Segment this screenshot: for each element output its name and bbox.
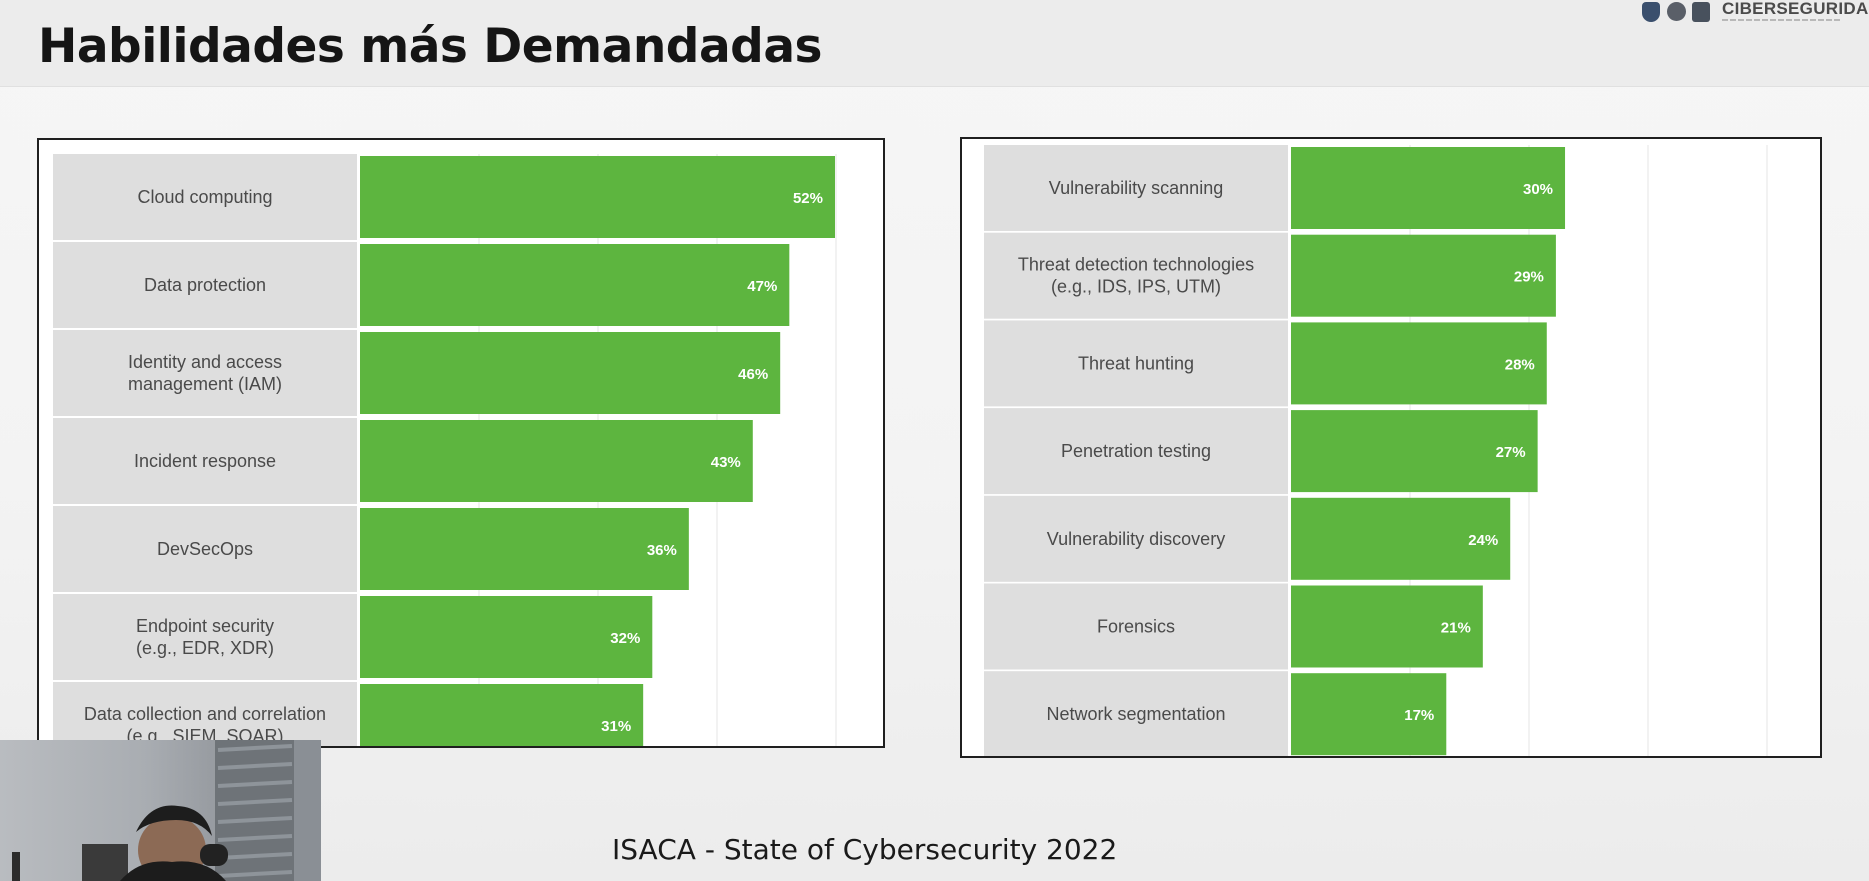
category-label: management (IAM): [128, 374, 282, 394]
slide-title: Habilidades más Demandadas: [38, 19, 823, 74]
category-label: Data protection: [144, 275, 266, 295]
webcam-overlay: [0, 740, 321, 881]
category-cell: [53, 418, 357, 504]
category-label: Identity and access: [128, 352, 282, 372]
value-label: 52%: [793, 190, 823, 207]
chart-right-svg: Vulnerability scanning 30% Threat detectio…: [984, 145, 1768, 756]
value-label: 17%: [1404, 707, 1434, 724]
category-cell: [984, 408, 1288, 495]
shield-icon: [1692, 2, 1710, 22]
bar: [360, 244, 790, 326]
category-cell: [984, 320, 1288, 407]
value-label: 30%: [1523, 181, 1553, 198]
university-logo: CIBERSEGURIDAD: [1642, 0, 1869, 26]
category-cell: [984, 495, 1288, 582]
bar: [1291, 234, 1556, 317]
category-cell: [984, 583, 1288, 670]
value-label: 46%: [738, 366, 768, 383]
category-cell: [984, 232, 1288, 319]
category-label: Data collection and correlation: [84, 704, 326, 724]
category-label: Forensics: [1097, 617, 1175, 637]
bar: [360, 332, 781, 414]
value-label: 27%: [1496, 444, 1526, 461]
bar: [360, 596, 653, 678]
value-label: 36%: [647, 542, 677, 559]
category-label: Incident response: [134, 451, 276, 471]
bar: [1291, 585, 1483, 668]
category-label: Endpoint security: [136, 616, 274, 636]
value-label: 29%: [1514, 269, 1544, 286]
bar: [360, 420, 753, 502]
bar: [1291, 673, 1447, 756]
category-label: (e.g., EDR, XDR): [136, 638, 274, 658]
value-label: 28%: [1505, 356, 1535, 373]
category-cell: [53, 682, 357, 746]
category-cell: [984, 671, 1288, 756]
value-label: 47%: [747, 278, 777, 295]
category-cell: [53, 506, 357, 592]
source-caption: ISACA - State of Cybersecurity 2022: [612, 833, 1118, 866]
category-label: Threat detection technologies: [1018, 255, 1254, 275]
category-cell: [53, 154, 357, 240]
category-label: Network segmentation: [1046, 704, 1225, 724]
value-label: 31%: [601, 718, 631, 735]
chart-right: Vulnerability scanning 30% Threat detectio…: [960, 137, 1822, 758]
bar: [1291, 322, 1547, 405]
category-cell: [53, 242, 357, 328]
category-cell: [53, 594, 357, 680]
category-label: Penetration testing: [1061, 441, 1211, 461]
bar: [360, 508, 689, 590]
category-label: Threat hunting: [1078, 353, 1194, 373]
slide-title-bar: Habilidades más Demandadas CIBERSEGURIDA…: [0, 0, 1869, 87]
logo-tagline: [1722, 19, 1842, 21]
presenter-video: [12, 740, 321, 881]
category-label: Cloud computing: [137, 187, 272, 207]
bar: [1291, 497, 1511, 580]
category-cell: [53, 330, 357, 416]
bar: [1291, 410, 1538, 493]
category-label: Vulnerability scanning: [1049, 178, 1223, 198]
value-label: 24%: [1468, 532, 1498, 549]
bar: [360, 684, 644, 746]
bar: [1291, 147, 1566, 229]
category-label: Vulnerability discovery: [1047, 529, 1225, 549]
category-label: (e.g., IDS, IPS, UTM): [1051, 277, 1221, 297]
logo-text: CIBERSEGURIDAD: [1722, 0, 1869, 18]
chart-left-svg: Cloud computing 52% Data protection 47% Iden…: [53, 154, 837, 746]
seal-icon: [1642, 2, 1660, 22]
crest-icon: [1667, 2, 1686, 21]
bar: [360, 156, 835, 238]
value-label: 32%: [610, 630, 640, 647]
category-label: DevSecOps: [157, 539, 253, 559]
chart-left: Cloud computing 52% Data protection 47% Iden…: [37, 138, 885, 748]
value-label: 43%: [711, 454, 741, 471]
category-cell: [984, 145, 1288, 231]
value-label: 21%: [1441, 620, 1471, 637]
